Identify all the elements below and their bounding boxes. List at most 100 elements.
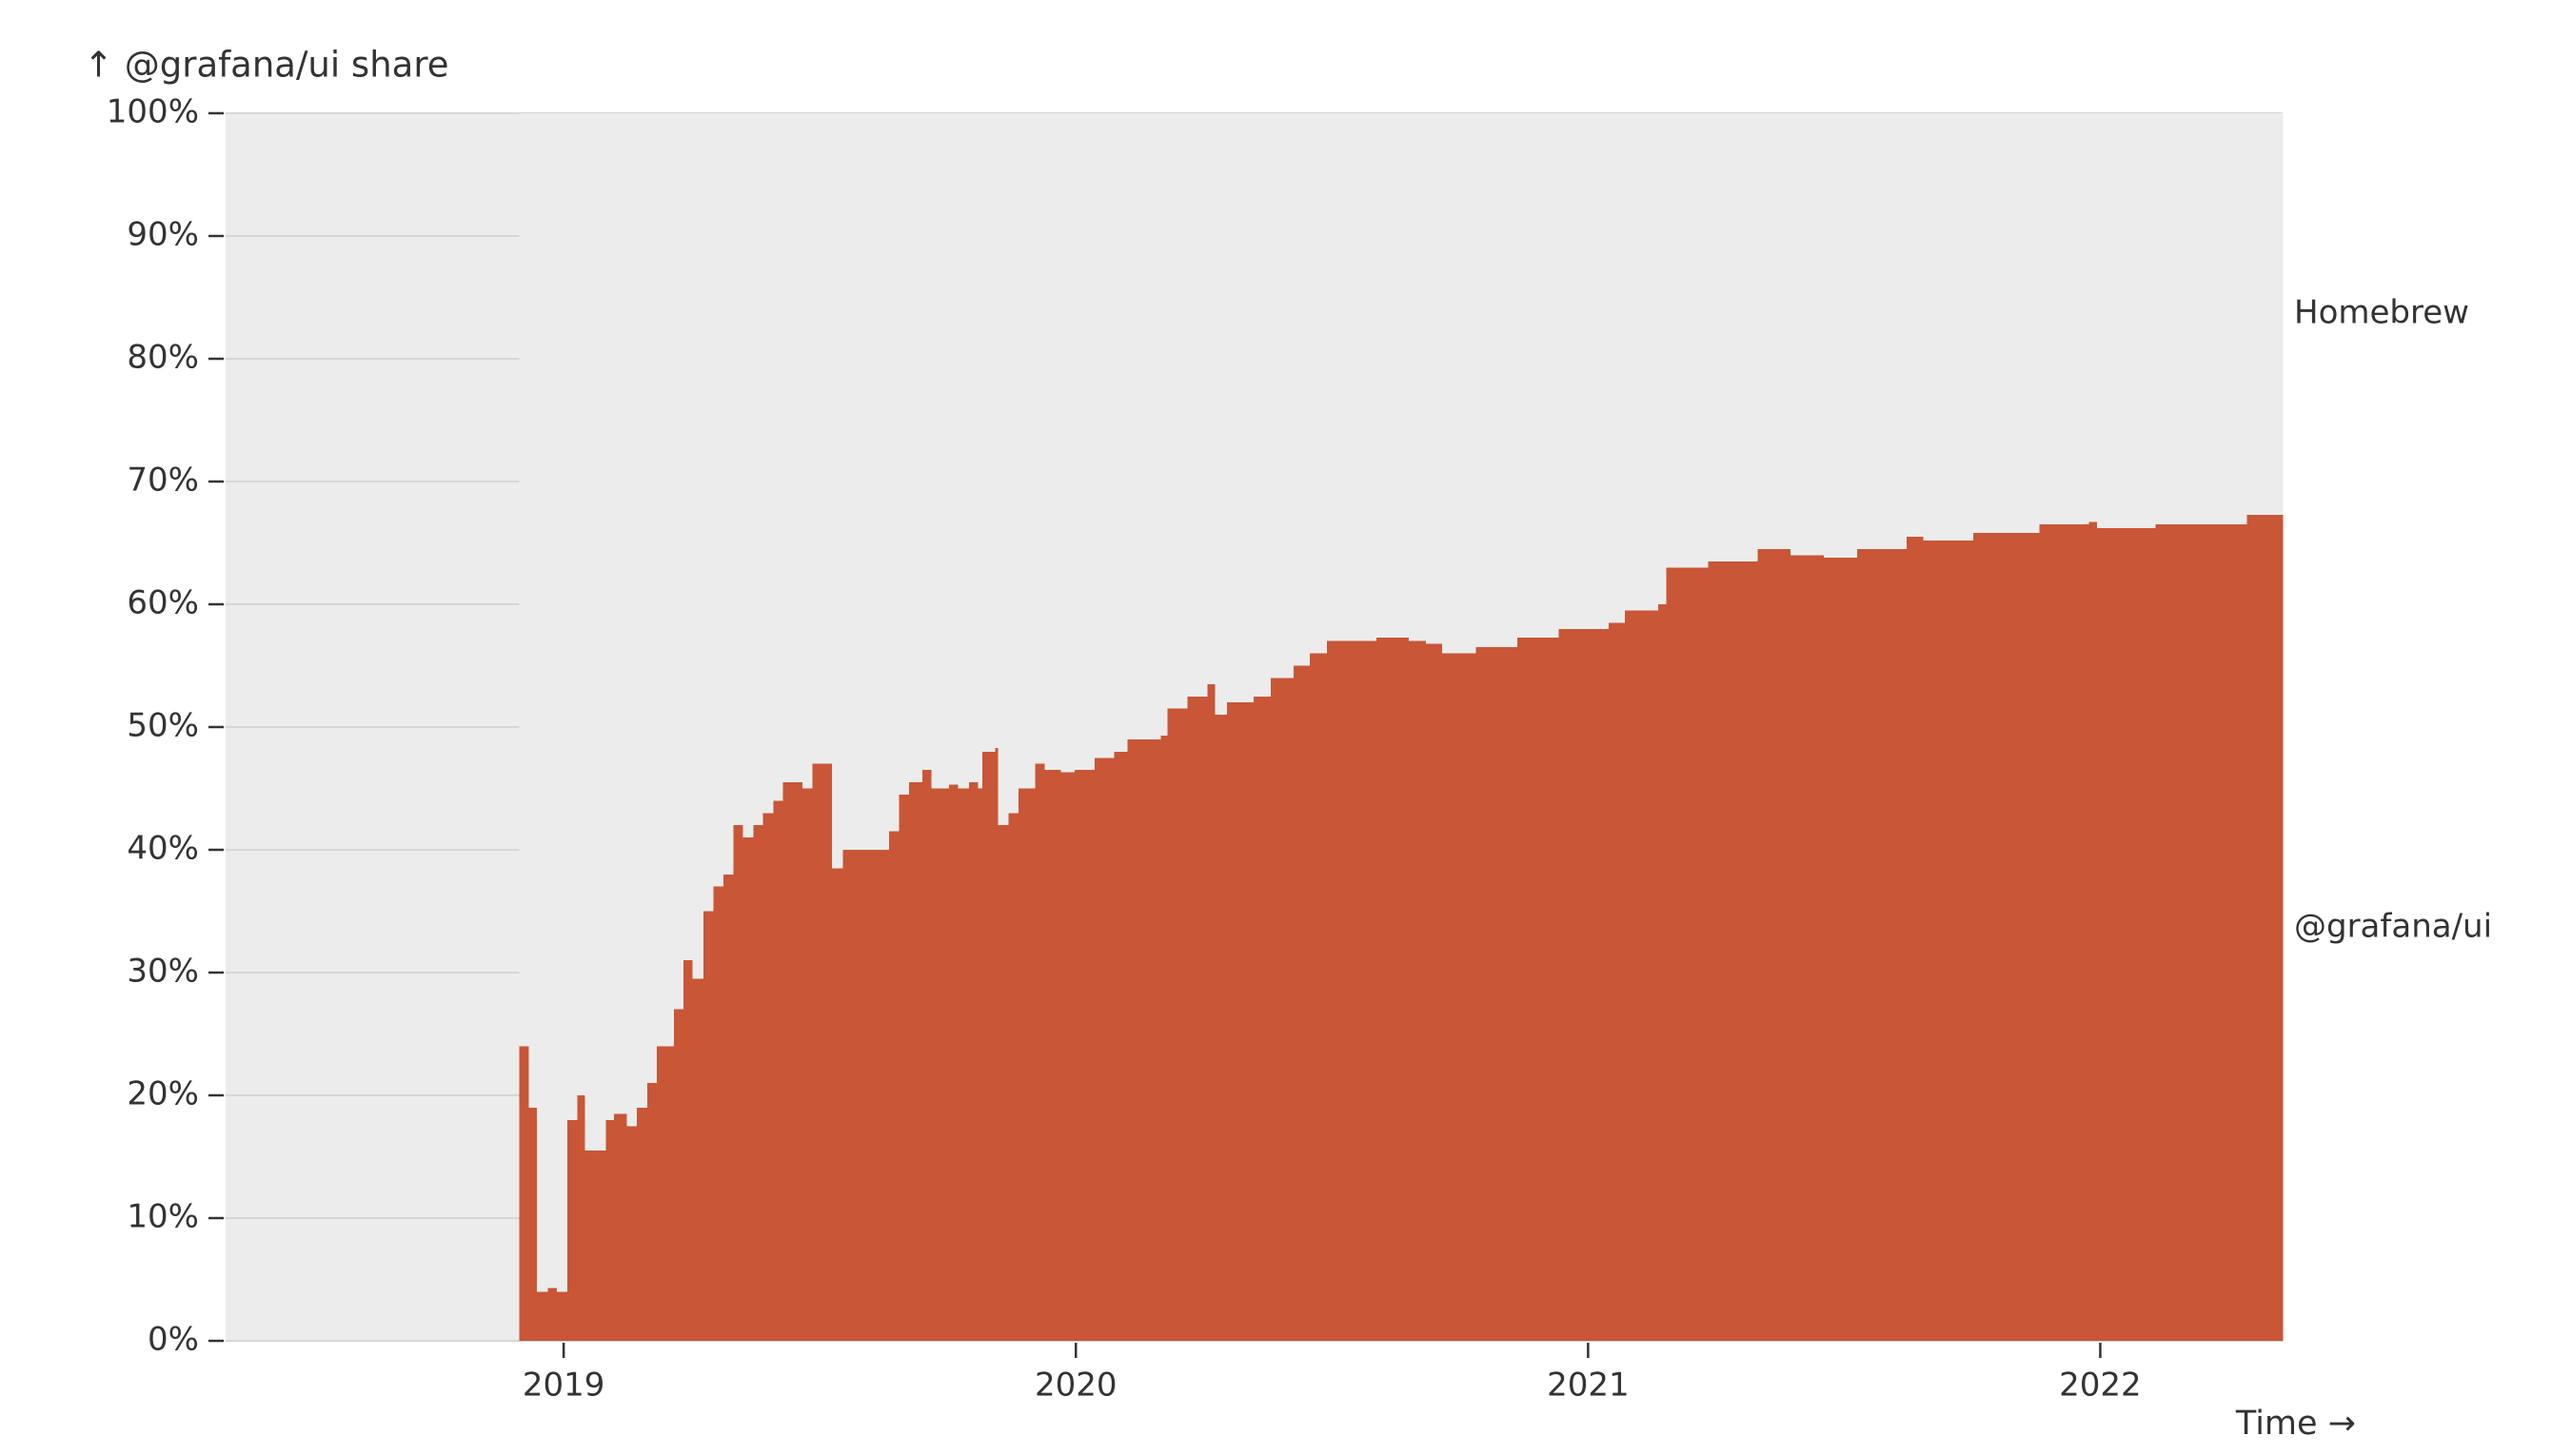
axes-layer: 0% 10% 20% 30% 40% 50% 60% 70% 80% 90% 100% 2019 202…	[107, 93, 2492, 1405]
area-step	[812, 763, 833, 1341]
area-step	[1856, 548, 1908, 1341]
area-step	[537, 113, 548, 1292]
area-step	[2246, 514, 2284, 1341]
area-step	[673, 113, 684, 1010]
area-step	[566, 113, 578, 1120]
area-step	[1167, 113, 1188, 709]
area-step	[958, 788, 969, 1341]
area-step	[978, 113, 982, 789]
area-step	[1474, 113, 1518, 648]
area-step	[1441, 653, 1476, 1341]
area-step	[1923, 113, 1974, 541]
area-step	[948, 784, 960, 1341]
area-step	[1094, 758, 1115, 1341]
area-step	[1666, 567, 1709, 1341]
area-step	[1074, 770, 1096, 1341]
x-tick-label: 2020	[1035, 1367, 1118, 1405]
area-step	[1657, 604, 1667, 1341]
area-step	[1425, 113, 1443, 644]
area-step	[1293, 665, 1311, 1341]
area-step	[2155, 524, 2247, 1341]
area-step	[2155, 113, 2247, 525]
y-tick-label: 30%	[127, 953, 199, 991]
area-step	[1923, 540, 1974, 1341]
area-step	[888, 113, 900, 832]
area-step	[1906, 537, 1924, 1341]
area-step	[742, 113, 754, 838]
area-step	[1707, 113, 1758, 561]
area-step	[692, 978, 704, 1341]
area-step	[1409, 640, 1427, 1341]
area-step	[712, 113, 724, 887]
area-step	[772, 113, 783, 801]
area-step	[1326, 640, 1377, 1341]
chart-title: ↑ @grafana/ui share	[84, 45, 448, 86]
area-step	[1187, 696, 1208, 1341]
x-axis-label: Time →	[2235, 1405, 2356, 1443]
area-step	[712, 886, 724, 1341]
area-step	[1756, 548, 1791, 1341]
area-step	[732, 825, 744, 1341]
area-step	[968, 782, 979, 1341]
area-step	[2088, 113, 2098, 522]
area-step	[1823, 557, 1857, 1341]
area-step	[613, 113, 627, 1114]
area-step	[646, 1083, 658, 1341]
area-step	[557, 113, 567, 1292]
area-step	[1624, 113, 1659, 611]
area-step	[968, 113, 979, 783]
y-tick-label: 80%	[127, 339, 199, 377]
area-step	[1558, 628, 1609, 1341]
y-tick-label: 0%	[148, 1321, 199, 1359]
area-step	[958, 113, 969, 789]
area-step	[1972, 113, 2040, 534]
area-step	[1253, 113, 1271, 697]
area-step	[1160, 736, 1168, 1341]
area-step	[1293, 113, 1311, 666]
marks-layer	[519, 113, 2284, 1341]
area-step	[921, 770, 933, 1341]
area-step	[692, 113, 704, 979]
area-step	[1018, 788, 1036, 1341]
area-step	[528, 1107, 538, 1341]
area-step	[1906, 113, 1924, 538]
area-step	[683, 113, 694, 961]
area-step	[981, 751, 996, 1341]
y-tick-label: 40%	[127, 830, 199, 868]
y-tick-label: 10%	[127, 1198, 199, 1236]
area-step	[781, 113, 803, 783]
area-step	[1060, 113, 1076, 773]
area-step	[978, 788, 982, 1341]
area-step	[722, 113, 734, 875]
area-step	[2038, 524, 2089, 1341]
area-step	[762, 813, 774, 1341]
area-step	[1375, 113, 1410, 638]
area-step	[702, 113, 714, 912]
area-step	[577, 1095, 586, 1341]
area-step	[1666, 113, 1709, 568]
area-step	[1309, 113, 1327, 654]
x-tick-label: 2021	[1547, 1367, 1630, 1405]
area-step	[673, 1009, 684, 1341]
area-step	[1034, 763, 1046, 1341]
area-step	[1226, 702, 1255, 1341]
area-step	[1127, 738, 1161, 1341]
area-step	[557, 1291, 567, 1341]
area-step	[1375, 637, 1410, 1341]
area-step	[646, 113, 658, 1084]
area-step	[1270, 678, 1294, 1341]
area-step	[1114, 751, 1128, 1341]
area-step	[537, 1291, 548, 1341]
area-step	[1657, 113, 1667, 604]
area-step	[1790, 113, 1825, 556]
area-step	[546, 1288, 558, 1341]
area-step	[2097, 113, 2156, 529]
series-label: @grafana/ui	[2294, 907, 2492, 945]
y-tick-label: 20%	[127, 1075, 199, 1113]
area-step	[1516, 637, 1559, 1341]
area-step	[752, 113, 763, 826]
area-step	[1018, 113, 1036, 789]
area-step	[1044, 770, 1062, 1341]
area-step	[732, 113, 744, 826]
area-step	[1206, 113, 1217, 684]
